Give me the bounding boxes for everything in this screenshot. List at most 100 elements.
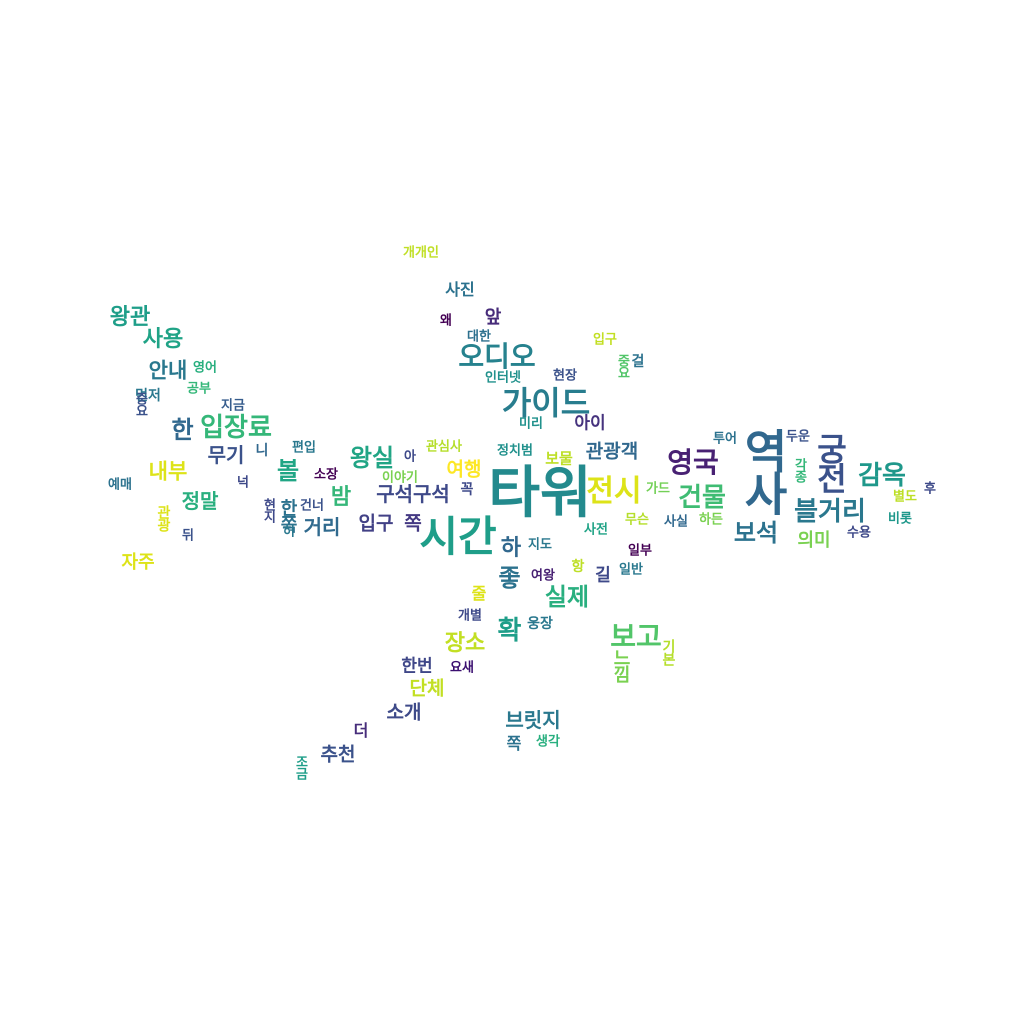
word-inside: 내부 xyxy=(148,459,188,484)
word-entrance: 입구 xyxy=(358,512,394,535)
word-weapons: 무기 xyxy=(207,443,245,467)
word-important: 중요 xyxy=(614,354,630,378)
word-site: 현장 xyxy=(553,368,577,384)
word-after: 후 xyxy=(924,481,936,497)
word-must: 꼭 xyxy=(458,481,474,495)
word-in-advance: 미리 xyxy=(519,416,543,432)
word-night: 밤 xyxy=(330,485,352,510)
word-history: 역사 xyxy=(736,427,790,513)
word-han: 한 xyxy=(166,416,194,440)
word-what: 무슨 xyxy=(625,512,649,528)
word-hang: 항 xyxy=(569,558,585,572)
word-time: 시간 xyxy=(419,512,497,561)
word-uk: 영국 xyxy=(667,446,719,479)
word-audio: 오디오 xyxy=(458,340,536,373)
word-attractions: 블거리 xyxy=(794,497,866,527)
word-including: 비롯 xyxy=(888,511,912,527)
word-part: 일부 xyxy=(628,543,652,559)
word-booking: 예매 xyxy=(108,477,132,493)
word-building: 건물 xyxy=(678,483,726,513)
word-ha: 하 xyxy=(496,535,521,557)
word-beforehand: 사전 xyxy=(584,522,608,538)
word-local: 현지 xyxy=(260,498,276,522)
word-guard: 가드 xyxy=(646,481,670,497)
word-palace: 궁전 xyxy=(811,432,849,492)
word-use: 사용 xyxy=(142,327,184,352)
word-ni: 니 xyxy=(255,443,269,459)
word-tower: 타워 xyxy=(488,461,592,526)
word-capacity: 수용 xyxy=(847,525,871,541)
word-collection: 소장 xyxy=(314,467,338,483)
word-thing: 걸 xyxy=(631,354,645,370)
word-once: 한번 xyxy=(401,656,433,677)
word-tour: 투어 xyxy=(713,431,737,447)
word-hwak: 확 xyxy=(492,616,522,640)
word-look: 볼 xyxy=(276,457,300,485)
word-bridge: 브릿지 xyxy=(505,708,561,732)
word-fortress: 요새 xyxy=(450,660,474,676)
word-now: 지금 xyxy=(221,398,245,414)
word-grand: 웅장 xyxy=(527,616,553,632)
word-heo: 허 xyxy=(279,524,295,536)
word-see: 보고 xyxy=(610,620,662,653)
word-meaning: 의미 xyxy=(797,530,831,551)
word-thought: 생각 xyxy=(536,734,560,750)
word-travel: 여행 xyxy=(446,458,482,481)
word-english: 영어 xyxy=(193,360,217,376)
word-various: 각종 xyxy=(791,458,807,482)
word-behind: 뒤 xyxy=(182,528,194,544)
word-road: 길 xyxy=(595,565,611,586)
word-do: 하든 xyxy=(699,512,723,528)
word-queen: 여왕 xyxy=(531,568,555,584)
word-a-little: 조금 xyxy=(292,755,308,779)
word-fact: 사실 xyxy=(664,514,688,530)
word-feeling: 느낌 xyxy=(610,648,631,682)
word-good: 좋 xyxy=(493,564,521,588)
word-gloomy: 두운 xyxy=(786,429,810,445)
word-across: 건너 xyxy=(300,498,324,514)
word-more: 더 xyxy=(353,721,369,740)
word-exhibit: 전시 xyxy=(586,474,642,509)
word-general: 일반 xyxy=(619,562,643,578)
word-really: 정말 xyxy=(181,489,219,513)
word-royal: 왕실 xyxy=(349,444,395,472)
word-a: 아 xyxy=(400,449,416,461)
word-actual: 실제 xyxy=(544,583,590,611)
word-internet: 인터넷 xyxy=(485,370,521,386)
word-tourists: 관광객 xyxy=(585,440,639,463)
word-individually: 개별 xyxy=(458,608,482,624)
word-every-corner: 구석구석 xyxy=(376,482,450,506)
word-first: 먼저 xyxy=(135,388,161,404)
word-photo: 사진 xyxy=(445,280,475,299)
word-important-2: 중요 xyxy=(132,392,148,416)
word-separate: 별도 xyxy=(893,489,917,505)
word-place: 장소 xyxy=(444,631,486,656)
word-prison: 감옥 xyxy=(858,461,906,491)
word-recommend: 추천 xyxy=(320,743,356,766)
word-study: 공부 xyxy=(187,381,211,397)
word-basic: 기본 xyxy=(660,639,676,665)
word-entrance-2: 입구 xyxy=(593,332,617,348)
word-map: 지도 xyxy=(528,537,552,553)
word-often: 자주 xyxy=(121,552,155,573)
word-line: 줄 xyxy=(471,584,487,603)
word-political-prisoner: 정치범 xyxy=(497,443,533,459)
word-side-2: 쪽 xyxy=(506,734,522,753)
word-guide: 가이드 xyxy=(501,384,591,422)
word-one-side: 한쪽 xyxy=(277,498,298,532)
word-interest: 관심사 xyxy=(426,439,462,455)
word-jewel: 보석 xyxy=(733,519,779,547)
word-information: 안내 xyxy=(148,358,188,383)
word-treasure: 보물 xyxy=(545,449,573,468)
word-front: 앞 xyxy=(484,307,502,328)
word-about: 대한 xyxy=(467,329,491,345)
word-group: 단체 xyxy=(409,677,445,700)
word-street: 거리 xyxy=(303,515,341,539)
word-admission: 입장료 xyxy=(200,413,272,443)
word-introduction: 소개 xyxy=(386,701,422,724)
word-story: 이야기 xyxy=(382,470,418,486)
word-crown: 왕관 xyxy=(109,305,151,330)
word-individual: 개개인 xyxy=(403,245,439,261)
word-ample: 넉 xyxy=(237,475,249,491)
